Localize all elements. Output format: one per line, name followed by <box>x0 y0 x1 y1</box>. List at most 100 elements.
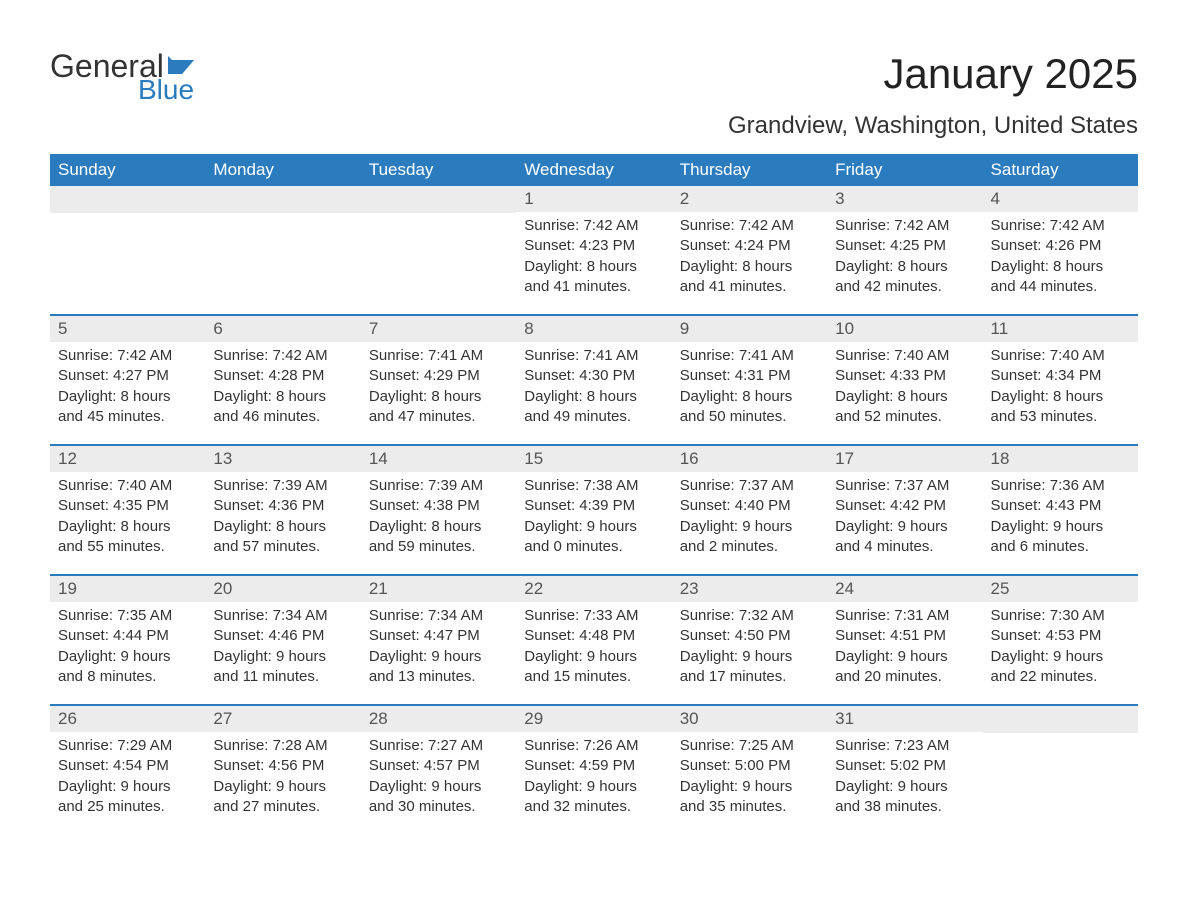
day-cell: 9Sunrise: 7:41 AMSunset: 4:31 PMDaylight… <box>672 316 827 444</box>
sunrise-text: Sunrise: 7:32 AM <box>680 606 819 626</box>
sunset-text: Sunset: 4:59 PM <box>524 756 663 776</box>
sunrise-text: Sunrise: 7:37 AM <box>680 476 819 496</box>
week-row: 1Sunrise: 7:42 AMSunset: 4:23 PMDaylight… <box>50 186 1138 314</box>
sunset-text: Sunset: 4:54 PM <box>58 756 197 776</box>
sunrise-text: Sunrise: 7:40 AM <box>58 476 197 496</box>
day-content: Sunrise: 7:23 AMSunset: 5:02 PMDaylight:… <box>827 732 982 823</box>
daylight-text-2: and 47 minutes. <box>369 407 508 427</box>
day-number: 28 <box>361 706 516 732</box>
day-number: 13 <box>205 446 360 472</box>
daylight-text-2: and 22 minutes. <box>991 667 1130 687</box>
sunrise-text: Sunrise: 7:41 AM <box>680 346 819 366</box>
day-cell: 31Sunrise: 7:23 AMSunset: 5:02 PMDayligh… <box>827 706 982 834</box>
sunrise-text: Sunrise: 7:42 AM <box>213 346 352 366</box>
day-number: 11 <box>983 316 1138 342</box>
day-content: Sunrise: 7:34 AMSunset: 4:46 PMDaylight:… <box>205 602 360 693</box>
weekday-label: Thursday <box>672 154 827 186</box>
day-cell: 26Sunrise: 7:29 AMSunset: 4:54 PMDayligh… <box>50 706 205 834</box>
day-cell: 1Sunrise: 7:42 AMSunset: 4:23 PMDaylight… <box>516 186 671 314</box>
daylight-text-2: and 44 minutes. <box>991 277 1130 297</box>
daylight-text-1: Daylight: 9 hours <box>991 647 1130 667</box>
day-content: Sunrise: 7:39 AMSunset: 4:36 PMDaylight:… <box>205 472 360 563</box>
week-row: 5Sunrise: 7:42 AMSunset: 4:27 PMDaylight… <box>50 314 1138 444</box>
sunrise-text: Sunrise: 7:31 AM <box>835 606 974 626</box>
daylight-text-2: and 57 minutes. <box>213 537 352 557</box>
day-cell: 25Sunrise: 7:30 AMSunset: 4:53 PMDayligh… <box>983 576 1138 704</box>
day-content: Sunrise: 7:36 AMSunset: 4:43 PMDaylight:… <box>983 472 1138 563</box>
day-content: Sunrise: 7:42 AMSunset: 4:24 PMDaylight:… <box>672 212 827 303</box>
sunset-text: Sunset: 4:28 PM <box>213 366 352 386</box>
day-cell: 22Sunrise: 7:33 AMSunset: 4:48 PMDayligh… <box>516 576 671 704</box>
day-cell: 27Sunrise: 7:28 AMSunset: 4:56 PMDayligh… <box>205 706 360 834</box>
sunrise-text: Sunrise: 7:27 AM <box>369 736 508 756</box>
location-text: Grandview, Washington, United States <box>50 112 1138 140</box>
weekday-header: SundayMondayTuesdayWednesdayThursdayFrid… <box>50 154 1138 186</box>
daylight-text-2: and 46 minutes. <box>213 407 352 427</box>
day-cell: 23Sunrise: 7:32 AMSunset: 4:50 PMDayligh… <box>672 576 827 704</box>
daylight-text-1: Daylight: 9 hours <box>369 647 508 667</box>
daylight-text-2: and 50 minutes. <box>680 407 819 427</box>
daylight-text-1: Daylight: 8 hours <box>835 387 974 407</box>
day-number: 20 <box>205 576 360 602</box>
weekday-label: Saturday <box>983 154 1138 186</box>
sunset-text: Sunset: 4:30 PM <box>524 366 663 386</box>
day-cell: 4Sunrise: 7:42 AMSunset: 4:26 PMDaylight… <box>983 186 1138 314</box>
sunrise-text: Sunrise: 7:38 AM <box>524 476 663 496</box>
day-cell: 18Sunrise: 7:36 AMSunset: 4:43 PMDayligh… <box>983 446 1138 574</box>
sunset-text: Sunset: 4:51 PM <box>835 626 974 646</box>
sunrise-text: Sunrise: 7:42 AM <box>680 216 819 236</box>
day-content: Sunrise: 7:33 AMSunset: 4:48 PMDaylight:… <box>516 602 671 693</box>
sunset-text: Sunset: 4:33 PM <box>835 366 974 386</box>
day-cell: 5Sunrise: 7:42 AMSunset: 4:27 PMDaylight… <box>50 316 205 444</box>
sunset-text: Sunset: 4:47 PM <box>369 626 508 646</box>
daylight-text-1: Daylight: 9 hours <box>369 777 508 797</box>
day-cell: 16Sunrise: 7:37 AMSunset: 4:40 PMDayligh… <box>672 446 827 574</box>
daylight-text-2: and 41 minutes. <box>524 277 663 297</box>
daylight-text-1: Daylight: 8 hours <box>369 387 508 407</box>
day-cell: 28Sunrise: 7:27 AMSunset: 4:57 PMDayligh… <box>361 706 516 834</box>
day-number <box>50 186 205 213</box>
sunset-text: Sunset: 4:53 PM <box>991 626 1130 646</box>
sunrise-text: Sunrise: 7:28 AM <box>213 736 352 756</box>
daylight-text-1: Daylight: 8 hours <box>835 257 974 277</box>
day-cell: 21Sunrise: 7:34 AMSunset: 4:47 PMDayligh… <box>361 576 516 704</box>
sunset-text: Sunset: 4:24 PM <box>680 236 819 256</box>
daylight-text-2: and 4 minutes. <box>835 537 974 557</box>
day-number: 8 <box>516 316 671 342</box>
week-row: 19Sunrise: 7:35 AMSunset: 4:44 PMDayligh… <box>50 574 1138 704</box>
daylight-text-1: Daylight: 9 hours <box>835 777 974 797</box>
day-cell: 10Sunrise: 7:40 AMSunset: 4:33 PMDayligh… <box>827 316 982 444</box>
weekday-label: Tuesday <box>361 154 516 186</box>
sunrise-text: Sunrise: 7:37 AM <box>835 476 974 496</box>
day-cell: 6Sunrise: 7:42 AMSunset: 4:28 PMDaylight… <box>205 316 360 444</box>
day-cell: 14Sunrise: 7:39 AMSunset: 4:38 PMDayligh… <box>361 446 516 574</box>
daylight-text-2: and 17 minutes. <box>680 667 819 687</box>
sunset-text: Sunset: 4:38 PM <box>369 496 508 516</box>
day-number: 26 <box>50 706 205 732</box>
day-content: Sunrise: 7:26 AMSunset: 4:59 PMDaylight:… <box>516 732 671 823</box>
day-content: Sunrise: 7:32 AMSunset: 4:50 PMDaylight:… <box>672 602 827 693</box>
daylight-text-2: and 27 minutes. <box>213 797 352 817</box>
day-number: 31 <box>827 706 982 732</box>
daylight-text-1: Daylight: 8 hours <box>213 517 352 537</box>
weekday-label: Sunday <box>50 154 205 186</box>
sunrise-text: Sunrise: 7:25 AM <box>680 736 819 756</box>
sunrise-text: Sunrise: 7:34 AM <box>369 606 508 626</box>
sunset-text: Sunset: 4:34 PM <box>991 366 1130 386</box>
day-content: Sunrise: 7:41 AMSunset: 4:29 PMDaylight:… <box>361 342 516 433</box>
day-cell <box>983 706 1138 834</box>
daylight-text-1: Daylight: 9 hours <box>58 647 197 667</box>
day-cell: 29Sunrise: 7:26 AMSunset: 4:59 PMDayligh… <box>516 706 671 834</box>
sunset-text: Sunset: 5:00 PM <box>680 756 819 776</box>
day-number: 4 <box>983 186 1138 212</box>
day-number: 18 <box>983 446 1138 472</box>
sunrise-text: Sunrise: 7:36 AM <box>991 476 1130 496</box>
page-title: January 2025 <box>883 50 1138 98</box>
day-number: 25 <box>983 576 1138 602</box>
logo: General Blue <box>50 50 196 104</box>
sunrise-text: Sunrise: 7:23 AM <box>835 736 974 756</box>
sunset-text: Sunset: 4:48 PM <box>524 626 663 646</box>
daylight-text-2: and 30 minutes. <box>369 797 508 817</box>
daylight-text-2: and 59 minutes. <box>369 537 508 557</box>
sunset-text: Sunset: 4:35 PM <box>58 496 197 516</box>
